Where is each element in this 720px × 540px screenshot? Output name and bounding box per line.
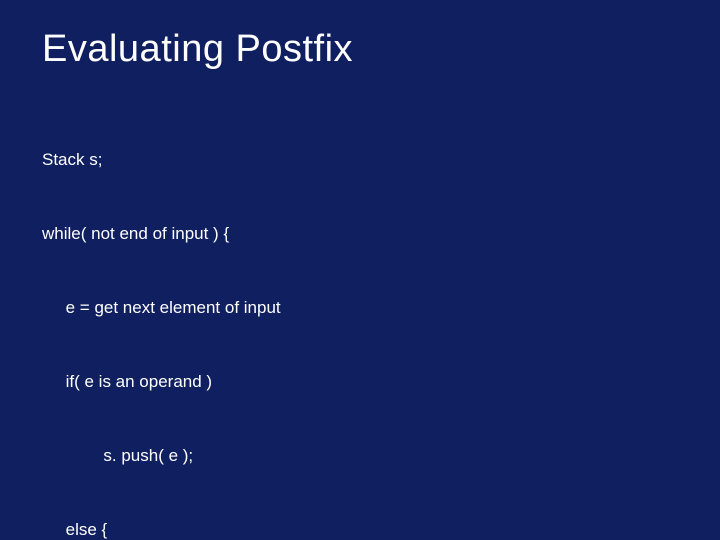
code-line: while( not end of input ) { bbox=[42, 222, 678, 247]
code-line: s. push( e ); bbox=[42, 444, 678, 469]
code-line: e = get next element of input bbox=[42, 296, 678, 321]
code-line: Stack s; bbox=[42, 148, 678, 173]
code-line: if( e is an operand ) bbox=[42, 370, 678, 395]
code-line: else { bbox=[42, 518, 678, 540]
slide: Evaluating Postfix Stack s; while( not e… bbox=[0, 0, 720, 540]
slide-title: Evaluating Postfix bbox=[42, 28, 678, 71]
code-block: Stack s; while( not end of input ) { e =… bbox=[42, 99, 678, 540]
